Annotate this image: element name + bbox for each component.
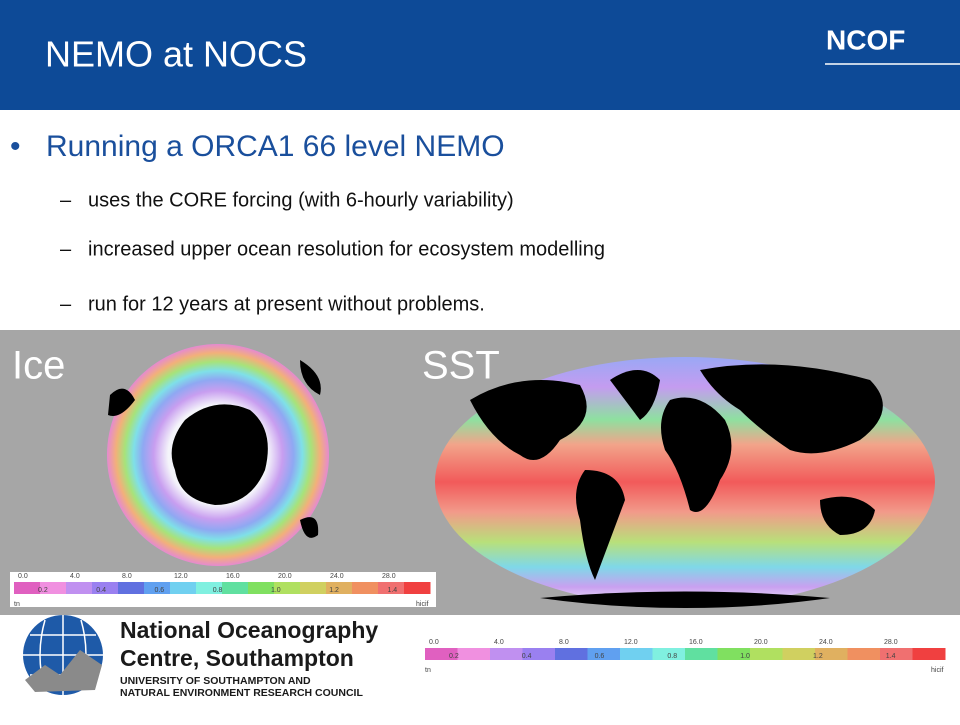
colorbar-label: 4.0 xyxy=(494,639,504,646)
colorbar-end: hicif xyxy=(416,601,429,608)
color-swatch xyxy=(685,648,718,660)
color-swatch xyxy=(880,648,913,660)
color-swatch xyxy=(326,582,353,594)
colorbar-label: 0.0 xyxy=(429,639,439,646)
color-swatch xyxy=(522,648,556,660)
color-swatch xyxy=(144,582,171,594)
sst-colorbar: 0.0 4.0 8.0 12.0 16.0 20.0 24.0 28.0 0.2 0.4 0.6 0.… xyxy=(425,639,946,674)
color-swatch xyxy=(652,648,686,660)
color-swatch xyxy=(555,648,588,660)
color-swatch xyxy=(750,648,783,660)
colorbar-label: 1.4 xyxy=(886,653,896,660)
colorbar-label: 8.0 xyxy=(122,573,132,580)
ice-colorbar: 0.0 4.0 8.0 12.0 16.0 20.0 24.0 28.0 0.2 0.4 0.6 0.… xyxy=(14,573,431,608)
colorbar-end: tn xyxy=(425,667,431,674)
colorbar-label: 0.6 xyxy=(154,587,164,594)
colorbar-label: 12.0 xyxy=(624,639,638,646)
ncof-logo: NCOF xyxy=(826,24,905,55)
sst-map xyxy=(435,357,935,608)
color-swatch xyxy=(457,648,491,660)
colorbar-label: 20.0 xyxy=(278,573,292,580)
colorbar-label: 4.0 xyxy=(70,573,80,580)
colorbar-label: 0.4 xyxy=(522,653,532,660)
colorbar-label: 24.0 xyxy=(819,639,833,646)
colorbar-label: 12.0 xyxy=(174,573,188,580)
colorbar-end: tn xyxy=(14,601,20,608)
color-swatch xyxy=(404,582,431,594)
ice-label: Ice xyxy=(12,344,65,388)
logo-line: UNIVERSITY OF SOUTHAMPTON AND xyxy=(120,675,311,687)
colorbar-label: 16.0 xyxy=(689,639,703,646)
dash: – xyxy=(60,189,72,211)
color-swatch xyxy=(587,648,621,660)
color-swatch xyxy=(118,582,145,594)
color-swatch xyxy=(847,648,881,660)
colorbar-label: 0.8 xyxy=(667,653,677,660)
ice-map xyxy=(107,344,329,566)
colorbar-label: 0.6 xyxy=(595,653,605,660)
header-bar xyxy=(0,0,960,110)
color-swatch xyxy=(378,582,405,594)
color-swatch xyxy=(717,648,751,660)
sst-label: SST xyxy=(422,344,500,388)
colorbar-label: 1.2 xyxy=(813,653,823,660)
dash: – xyxy=(60,238,72,260)
color-swatch xyxy=(912,648,946,660)
color-swatch xyxy=(40,582,67,594)
sub-item: uses the CORE forcing (with 6-hourly var… xyxy=(88,189,514,211)
logo-line: National Oceanography xyxy=(120,617,378,643)
sub-item: run for 12 years at present without prob… xyxy=(88,293,485,315)
color-swatch xyxy=(782,648,816,660)
noc-logo: National Oceanography Centre, Southampto… xyxy=(23,615,378,699)
color-swatch xyxy=(620,648,653,660)
color-swatch xyxy=(196,582,223,594)
colorbar-label: 1.2 xyxy=(329,587,339,594)
color-swatch xyxy=(815,648,848,660)
color-swatch xyxy=(92,582,119,594)
colorbar-label: 28.0 xyxy=(382,573,396,580)
colorbar-label: 0.8 xyxy=(213,587,223,594)
bullet-text: Running a ORCA1 66 level NEMO xyxy=(46,130,505,163)
color-swatch xyxy=(170,582,197,594)
sub-bullets: – uses the CORE forcing (with 6-hourly v… xyxy=(60,189,605,315)
color-swatch xyxy=(274,582,301,594)
colorbar-label: 16.0 xyxy=(226,573,240,580)
bullet-dot: • xyxy=(10,130,21,163)
colorbar-label: 8.0 xyxy=(559,639,569,646)
dash: – xyxy=(60,293,72,315)
logo-line: Centre, Southampton xyxy=(120,645,354,671)
color-swatch xyxy=(300,582,327,594)
colorbar-label: 0.2 xyxy=(38,587,48,594)
colorbar-label: 0.2 xyxy=(449,653,459,660)
colorbar-end: hicif xyxy=(931,667,944,674)
logo-line: NATURAL ENVIRONMENT RESEARCH COUNCIL xyxy=(120,687,363,699)
colorbar-label: 20.0 xyxy=(754,639,768,646)
slide-title: NEMO at NOCS xyxy=(45,34,307,75)
colorbar-label: 1.0 xyxy=(740,653,750,660)
colorbar-label: 0.0 xyxy=(18,573,28,580)
color-swatch xyxy=(222,582,249,594)
color-swatch xyxy=(425,648,458,660)
color-swatch xyxy=(66,582,93,594)
color-swatch xyxy=(490,648,523,660)
colorbar-label: 1.4 xyxy=(387,587,397,594)
colorbar-label: 1.0 xyxy=(271,587,281,594)
colorbar-label: 28.0 xyxy=(884,639,898,646)
sub-item: increased upper ocean resolution for eco… xyxy=(88,238,605,260)
color-swatch xyxy=(352,582,379,594)
colorbar-label: 0.4 xyxy=(96,587,106,594)
color-swatch xyxy=(248,582,275,594)
colorbar-label: 24.0 xyxy=(330,573,344,580)
color-swatch xyxy=(14,582,41,594)
